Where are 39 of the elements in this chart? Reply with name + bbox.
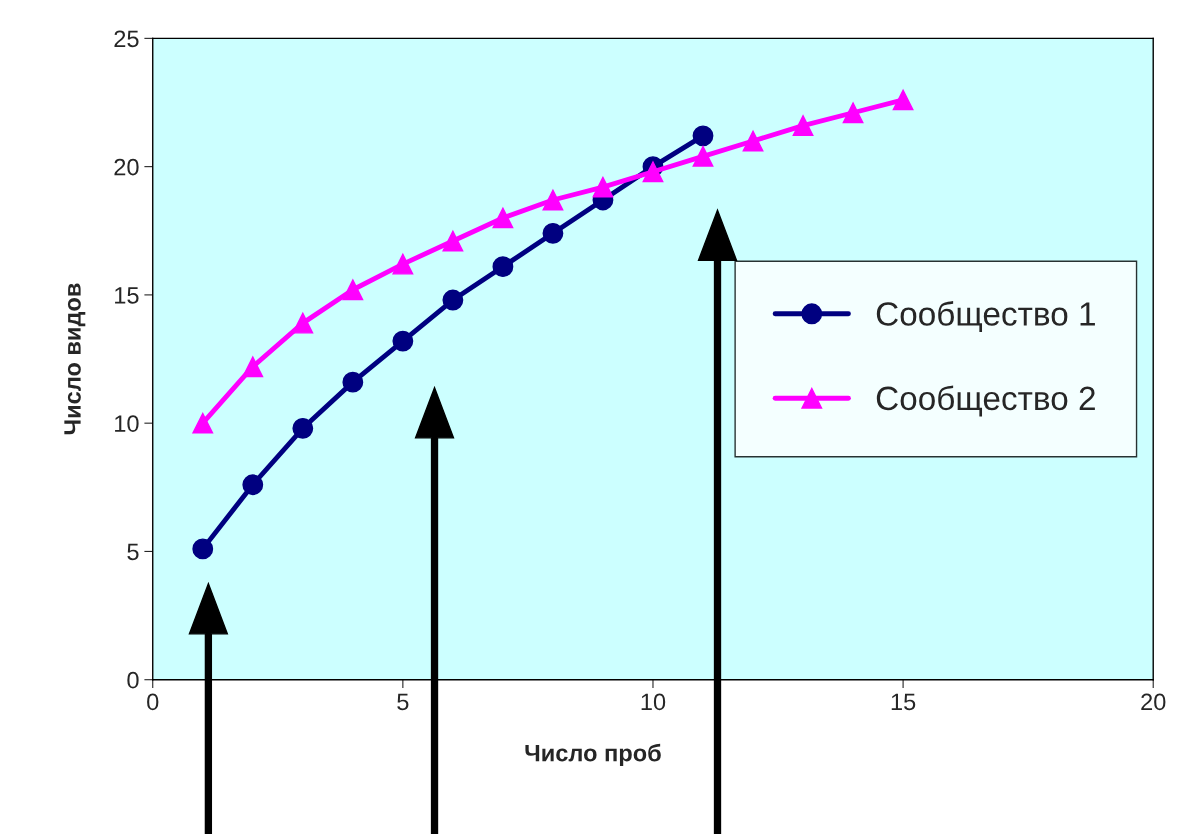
point [592, 176, 614, 198]
point [392, 330, 414, 352]
point [192, 538, 214, 560]
point [892, 89, 914, 111]
x-tick-label: 0 [147, 693, 159, 711]
x-axis-title: Число проб [525, 743, 661, 767]
y-tick-label: 10 [115, 415, 139, 432]
x-tick-label: 15 [891, 693, 916, 711]
point [442, 230, 464, 252]
legend-label: Сообщество 1 [876, 301, 1095, 333]
legend-label: Сообщество 2 [876, 385, 1095, 417]
point [492, 207, 514, 229]
point [242, 356, 264, 378]
y-tick-label: 0 [127, 671, 139, 689]
point [692, 125, 714, 147]
point [342, 371, 364, 393]
point [192, 412, 214, 434]
point [642, 161, 664, 183]
y-tick-label: 25 [114, 30, 139, 48]
point [292, 417, 314, 439]
point [542, 222, 564, 244]
point [392, 253, 414, 275]
point [692, 145, 714, 167]
y-tick-label: 5 [127, 543, 139, 561]
point [442, 289, 464, 311]
point [842, 102, 864, 124]
x-tick-label: 20 [1141, 693, 1166, 711]
y-tick-label: 15 [115, 287, 139, 304]
point [792, 115, 814, 137]
point [242, 474, 264, 496]
x-tick-label: 5 [397, 693, 409, 711]
point [492, 256, 514, 278]
y-tick-label: 20 [114, 158, 139, 176]
point [742, 130, 764, 152]
point [342, 279, 364, 301]
y-axis-title: Число видов [64, 283, 86, 435]
point [292, 312, 314, 334]
x-tick-label: 10 [641, 693, 666, 711]
point [542, 189, 564, 211]
